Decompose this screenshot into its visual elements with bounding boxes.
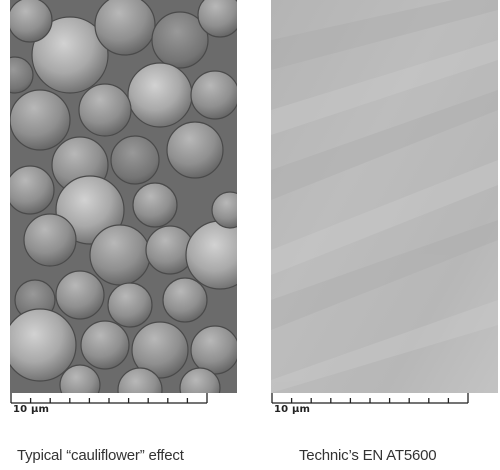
texture-nodule	[127, 62, 193, 128]
texture-nodule	[59, 364, 101, 393]
texture-nodule	[10, 89, 71, 151]
texture-nodule	[10, 0, 53, 43]
texture-nodule	[10, 165, 55, 215]
texture-nodule	[190, 70, 237, 120]
cauliflower-micrograph-image	[10, 0, 237, 393]
texture-nodule	[179, 367, 221, 393]
texture-nodule	[23, 213, 77, 267]
scale-bar: 10 µm	[271, 393, 498, 415]
scale-label: 10 µm	[13, 404, 50, 415]
scale-bar: 10 µm	[10, 393, 237, 415]
texture-nodule	[131, 321, 189, 379]
texture-nodule	[107, 282, 153, 328]
smooth-surface-micrograph-image	[271, 0, 498, 393]
micrograph-panel-cauliflower: 10 µm	[10, 0, 237, 415]
texture-nodule	[197, 0, 237, 38]
texture-nodule	[10, 56, 34, 94]
caption-cauliflower: Typical “cauliflower” effect	[17, 447, 184, 464]
texture-nodule	[190, 325, 237, 375]
scale-bar-ruler	[271, 393, 469, 404]
texture-nodule	[78, 83, 132, 137]
micrograph-panel-at5600: 10 µm	[271, 0, 498, 415]
texture-nodule	[151, 11, 209, 69]
texture-nodule	[10, 308, 77, 382]
texture-nodule	[132, 182, 178, 228]
texture-nodule	[166, 121, 224, 179]
scale-label: 10 µm	[274, 404, 311, 415]
texture-nodule	[55, 270, 105, 320]
scale-bar-ruler	[10, 393, 208, 404]
caption-at5600: Technic’s EN AT5600	[299, 447, 437, 464]
texture-nodule	[110, 135, 160, 185]
texture-nodule	[117, 367, 163, 393]
texture-nodule	[94, 0, 156, 56]
texture-nodule	[211, 191, 237, 229]
texture-nodule	[80, 320, 130, 370]
texture-nodule	[162, 277, 208, 323]
texture-nodule	[89, 224, 151, 286]
texture-nodule	[31, 16, 109, 94]
